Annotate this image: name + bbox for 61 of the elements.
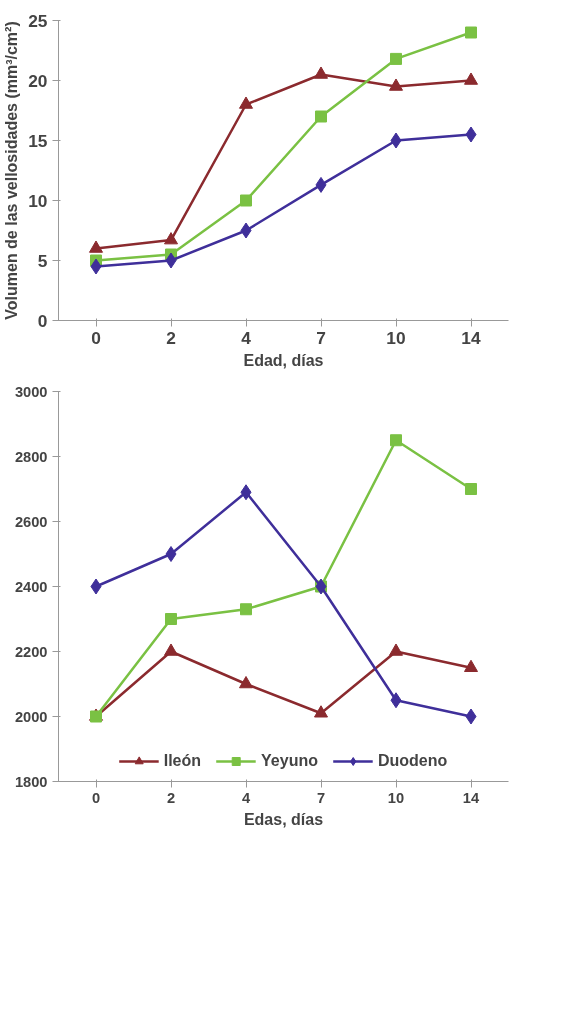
point [465, 483, 477, 495]
y-tick-label: 2800 [14, 448, 48, 465]
x-tick-label: 4 [241, 789, 251, 806]
y-tick-label: 2600 [14, 513, 48, 530]
x-axis-title: Edas, días [243, 810, 324, 828]
y-tick-label: 1800 [14, 773, 48, 790]
point [165, 613, 177, 625]
x-tick-label: 2 [166, 327, 176, 348]
x-tick-label: 10 [386, 327, 406, 348]
point [464, 659, 478, 672]
point [314, 705, 328, 718]
y-tick-label: 10 [28, 190, 48, 211]
x-tick-label: 2 [166, 789, 176, 806]
legend-label: Ileón [163, 752, 202, 770]
point [390, 434, 402, 447]
x-tick-label: 4 [241, 327, 252, 348]
point [90, 258, 102, 275]
point [164, 232, 178, 245]
y-tick-label: 15 [28, 130, 48, 151]
point [315, 110, 327, 123]
point [165, 252, 177, 269]
point [315, 176, 327, 193]
x-axis-title: Edad, días [243, 351, 324, 369]
point [390, 692, 402, 709]
point [164, 643, 178, 656]
point [465, 708, 477, 725]
legend-label: Yeyuno [261, 752, 318, 770]
y-tick-label: 2000 [14, 708, 48, 725]
y-tick-label: 25 [28, 10, 48, 31]
x-tick-label: 7 [316, 327, 326, 348]
point [240, 603, 252, 616]
x-tick-label: 7 [316, 789, 326, 806]
y-tick-label: 2400 [14, 578, 48, 595]
point [240, 194, 252, 207]
y-tick-label: 3000 [14, 383, 48, 400]
point [390, 132, 402, 149]
point [90, 578, 102, 595]
point [165, 546, 177, 562]
y-tick-label: 5 [37, 250, 48, 271]
point [389, 643, 403, 656]
point [239, 675, 253, 689]
x-tick-label: 14 [461, 327, 481, 348]
point [465, 26, 477, 39]
point [239, 96, 253, 109]
y-tick-label: 0 [37, 310, 48, 331]
y-tick-label: 2200 [14, 643, 48, 660]
y-axis-title: Volumen de las vellosidades (mm³/cm²) [3, 21, 21, 320]
x-tick-label: 14 [462, 789, 480, 806]
point [240, 484, 252, 501]
y-tick-label: 20 [28, 70, 48, 91]
x-tick-label: 10 [387, 789, 405, 806]
point [390, 52, 402, 65]
legend-label: Duodeno [377, 752, 448, 770]
point [89, 240, 103, 253]
point [465, 126, 477, 143]
point [464, 72, 478, 85]
x-tick-label: 0 [91, 327, 101, 348]
x-tick-label: 0 [91, 789, 101, 806]
point [389, 78, 403, 91]
point [240, 222, 252, 239]
point [314, 66, 328, 79]
